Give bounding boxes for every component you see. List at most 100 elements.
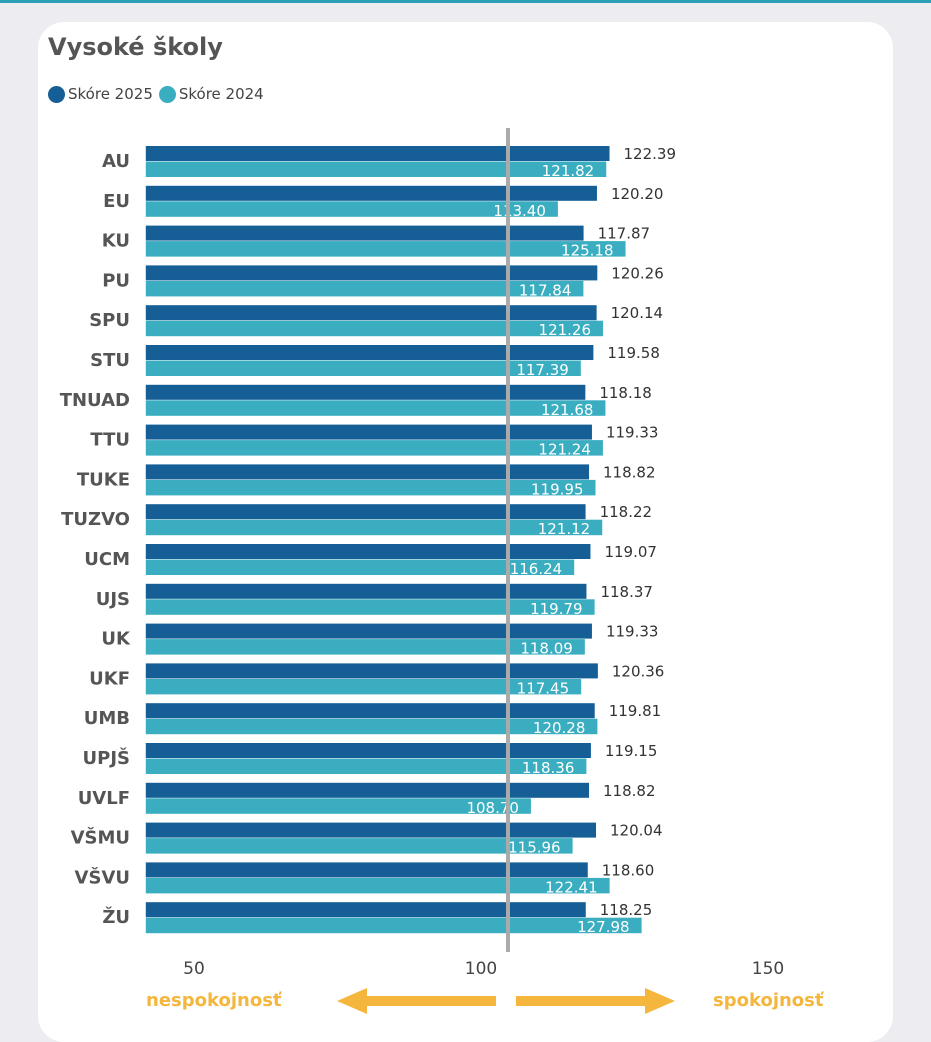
category-label: UPJŠ: [83, 747, 130, 769]
value-label-2024: 117.84: [519, 281, 572, 299]
annotation-dissatisfaction: nespokojnosť: [146, 990, 282, 1011]
category-label: KU: [102, 231, 130, 252]
bar-2024: [145, 798, 531, 814]
bar-2025: [145, 663, 598, 679]
bar-2024: [145, 161, 607, 177]
bar-2025: [145, 822, 597, 838]
x-tick-label: 100: [465, 959, 497, 979]
value-label-2024: 121.24: [538, 441, 591, 459]
value-label-2025: 118.82: [603, 782, 656, 800]
arrow-right-shaft: [516, 996, 647, 1006]
value-label-2025: 119.33: [606, 623, 659, 641]
bar-2024: [145, 519, 603, 536]
category-label: TUKE: [77, 469, 130, 490]
value-label-2024: 121.26: [539, 321, 592, 339]
category-label: TUZVO: [61, 509, 130, 530]
arrow-left-shaft: [365, 996, 496, 1006]
value-label-2025: 120.26: [611, 264, 664, 282]
value-label-2024: 119.95: [531, 480, 584, 498]
legend: Skóre 2025 Skóre 2024: [48, 85, 264, 103]
value-label-2024: 108.70: [466, 799, 519, 817]
value-label-2025: 118.37: [600, 583, 653, 601]
bar-2024: [145, 758, 587, 774]
bar-2024: [145, 599, 595, 615]
value-label-2025: 119.58: [607, 344, 660, 362]
value-label-2024: 113.40: [493, 202, 546, 220]
value-label-2024: 120.28: [533, 719, 586, 737]
category-label: SPU: [89, 310, 130, 331]
arrow-right-icon: [645, 988, 675, 1014]
value-label-2025: 118.25: [600, 901, 653, 919]
legend-label: Skóre 2025: [68, 85, 153, 103]
value-label-2024: 116.24: [510, 560, 563, 578]
bar-2025: [145, 544, 591, 559]
chart-title: Vysoké školy: [48, 33, 223, 61]
value-label-2025: 118.18: [599, 384, 652, 402]
legend-dot-icon: [48, 85, 65, 103]
category-label: AU: [102, 151, 130, 172]
annotation-satisfaction: spokojnosť: [713, 990, 824, 1011]
value-label-2025: 119.15: [605, 742, 658, 760]
value-label-2025: 122.39: [624, 145, 677, 163]
bar-2025: [145, 305, 597, 321]
value-label-2025: 120.04: [610, 822, 663, 840]
bar-2024: [145, 360, 581, 376]
category-label: EU: [103, 191, 130, 212]
bar-2024: [145, 479, 596, 496]
category-label: TNUAD: [60, 390, 130, 411]
bar-2025: [145, 782, 590, 798]
x-tick-label: 150: [752, 959, 784, 979]
x-tick-label: 50: [183, 959, 205, 979]
category-label: VŠVU: [75, 866, 130, 888]
bar-2025: [145, 384, 586, 400]
bar-2025: [145, 265, 598, 281]
legend-item-2024[interactable]: Skóre 2024: [158, 85, 264, 103]
bar-2025: [145, 185, 597, 201]
value-label-2025: 118.82: [603, 463, 656, 481]
bar-2024: [145, 838, 573, 854]
value-label-2025: 119.81: [609, 702, 662, 720]
value-label-2024: 121.12: [538, 520, 591, 538]
top-accent-line: [0, 0, 931, 3]
legend-dot-icon: [158, 85, 176, 103]
value-label-2025: 119.33: [606, 424, 659, 442]
value-label-2025: 120.20: [611, 185, 664, 203]
bar-2025: [145, 583, 587, 599]
legend-item-2025[interactable]: Skóre 2025: [48, 85, 153, 103]
bar-2025: [145, 743, 591, 758]
category-label: UKF: [89, 668, 130, 689]
value-label-2025: 120.36: [612, 662, 665, 680]
bar-2024: [145, 241, 626, 257]
category-label: VŠMU: [71, 827, 130, 849]
bar-2024: [145, 718, 598, 735]
bar-2024: [145, 678, 582, 695]
bar-2025: [145, 703, 595, 719]
category-label: UK: [101, 629, 131, 650]
value-label-2025: 120.14: [611, 304, 664, 322]
value-label-2025: 118.60: [602, 861, 655, 879]
category-label: ŽU: [102, 906, 130, 928]
category-label: UJS: [96, 589, 130, 610]
value-label-2024: 117.39: [516, 361, 569, 379]
bar-2025: [145, 464, 590, 480]
category-label: STU: [90, 350, 130, 371]
bar-2024: [145, 917, 642, 934]
bar-2024: [145, 559, 575, 575]
category-label: PU: [102, 270, 130, 291]
value-label-2024: 117.45: [517, 679, 570, 697]
category-label: UVLF: [78, 788, 130, 809]
category-label: UCM: [84, 549, 130, 570]
value-label-2024: 115.96: [508, 839, 561, 857]
value-label-2024: 118.36: [522, 759, 575, 777]
value-label-2024: 121.82: [542, 162, 595, 180]
bar-2024: [145, 320, 604, 337]
value-label-2024: 127.98: [577, 918, 630, 936]
bar-2024: [145, 639, 585, 655]
value-label-2024: 122.41: [545, 878, 598, 896]
bar-2025: [145, 862, 588, 878]
bar-2024: [145, 877, 610, 894]
arrow-left-icon: [337, 988, 367, 1014]
value-label-2024: 125.18: [561, 242, 614, 260]
value-label-2024: 121.68: [541, 401, 594, 419]
